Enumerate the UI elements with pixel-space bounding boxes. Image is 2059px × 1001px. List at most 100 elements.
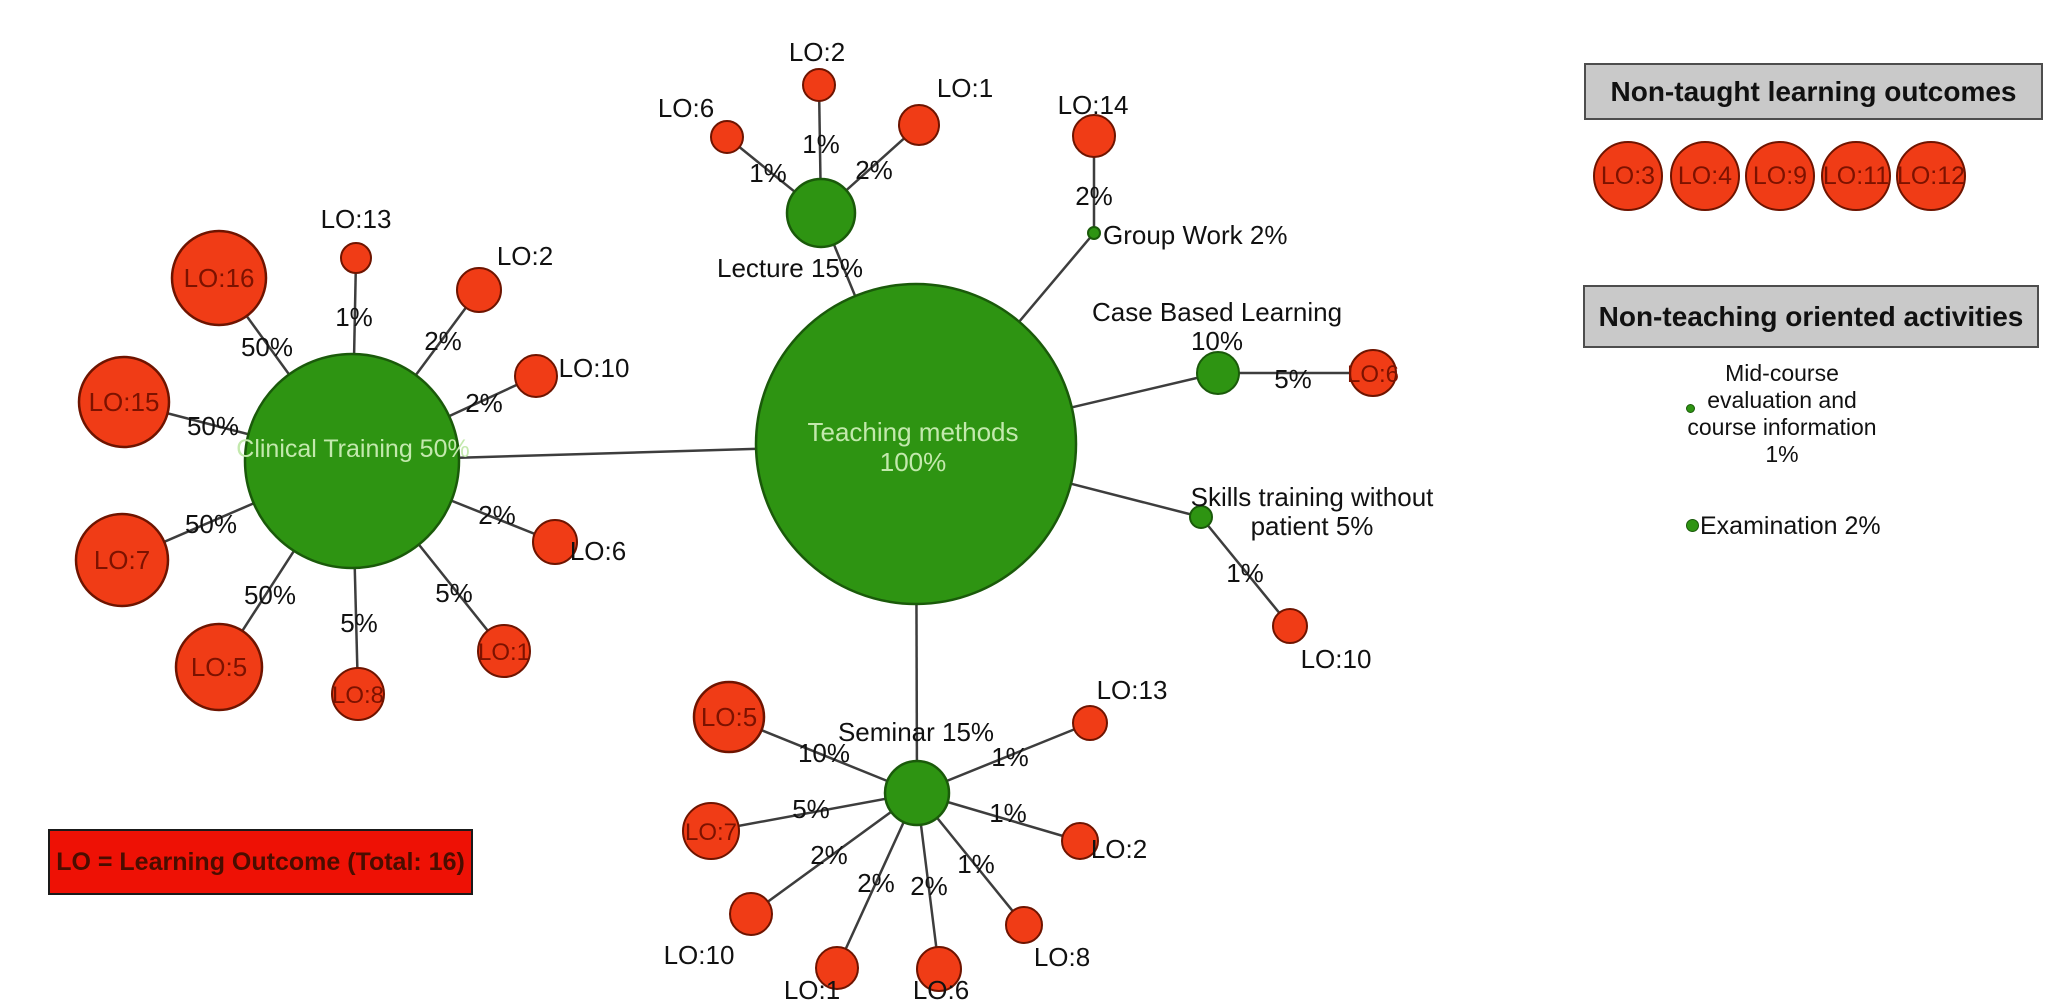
node-label-cbl: Case Based Learning bbox=[1092, 297, 1342, 327]
node-label-sem-lo8: LO:8 bbox=[1034, 942, 1090, 972]
non-taught-lo-chip: LO:9 bbox=[1745, 141, 1815, 211]
node-label-gw-lo14: LO:14 bbox=[1058, 90, 1129, 120]
node-label-seminar: Seminar 15% bbox=[838, 717, 994, 747]
node-sem-lo5 bbox=[692, 680, 766, 754]
node-label-ct-lo16: LO:16 bbox=[184, 263, 255, 293]
mid-course-dot-icon bbox=[1686, 404, 1695, 413]
node-label-groupwork: Group Work 2% bbox=[1103, 220, 1287, 250]
edge-label-seminar-sem-lo7: 5% bbox=[792, 794, 830, 824]
node-sk-lo10 bbox=[1272, 608, 1308, 644]
node-sem-lo6 bbox=[916, 946, 962, 992]
node-label-ct-lo1: LO:1 bbox=[478, 639, 530, 666]
node-label-sk-lo10: LO:10 bbox=[1301, 644, 1372, 674]
mid-course-line: 1% bbox=[1765, 441, 1799, 467]
node-sem-lo7 bbox=[682, 802, 740, 860]
node-groupwork bbox=[1087, 226, 1101, 240]
node-label-ct-lo6: LO:6 bbox=[570, 536, 626, 566]
node-ct-lo15 bbox=[77, 355, 171, 449]
node-label-cbl-lo6: LO:6 bbox=[1347, 361, 1399, 388]
node-label-lec-lo6: LO:6 bbox=[658, 93, 714, 123]
node-label-skills: Skills training without bbox=[1191, 482, 1435, 512]
edge-label-lecture-lec-lo1: 2% bbox=[855, 155, 893, 185]
node-label-sem-lo13: LO:13 bbox=[1097, 675, 1168, 705]
node-label-teaching: Teaching methods bbox=[807, 417, 1018, 447]
edge-label-clinical-ct-lo15: 50% bbox=[187, 411, 239, 441]
non-teaching-activities-header: Non-teaching oriented activities bbox=[1583, 285, 2039, 348]
node-lec-lo6 bbox=[710, 120, 744, 154]
node-label-sem-lo2: LO:2 bbox=[1091, 834, 1147, 864]
node-skills bbox=[1189, 505, 1213, 529]
node-cbl-lo6 bbox=[1349, 349, 1397, 397]
node-label-lecture: Lecture 15% bbox=[717, 253, 863, 283]
legend-box: LO = Learning Outcome (Total: 16) bbox=[48, 829, 473, 895]
node-label-sem-lo1: LO:1 bbox=[784, 975, 840, 1001]
node-ct-lo1 bbox=[477, 624, 531, 678]
edge-label-seminar-sem-lo1: 2% bbox=[857, 868, 895, 898]
node-label-sem-lo7: LO:7 bbox=[685, 819, 737, 846]
mid-course-line: course information bbox=[1687, 414, 1877, 440]
edge-seminar-sem-lo7 bbox=[710, 791, 918, 833]
node-cbl bbox=[1196, 351, 1240, 395]
edge-label-seminar-sem-lo13: 1% bbox=[991, 742, 1029, 772]
edge-label-clinical-ct-lo16: 50% bbox=[241, 332, 293, 362]
node-label-ct-lo7: LO:7 bbox=[94, 545, 150, 575]
node-label-ct-lo13: LO:13 bbox=[321, 204, 392, 234]
node-sem-lo8 bbox=[1005, 906, 1043, 944]
node-ct-lo7 bbox=[74, 512, 170, 608]
node-seminar bbox=[883, 759, 951, 827]
node-label-lec-lo1: LO:1 bbox=[937, 73, 993, 103]
node-sem-lo1 bbox=[815, 946, 859, 990]
node-ct-lo2 bbox=[456, 267, 502, 313]
edge-label-groupwork-gw-lo14: 2% bbox=[1075, 181, 1113, 211]
mid-course-line: Mid-course bbox=[1725, 360, 1839, 386]
examination-dot-icon bbox=[1686, 519, 1699, 532]
node-ct-lo5 bbox=[174, 622, 264, 712]
non-taught-lo-chip: LO:3 bbox=[1593, 141, 1663, 211]
edge-label-lecture-lec-lo6: 1% bbox=[749, 158, 787, 188]
node-lec-lo1 bbox=[898, 104, 940, 146]
edge-seminar-sem-lo10 bbox=[750, 791, 918, 916]
edge-skills-sk-lo10 bbox=[1200, 516, 1291, 627]
node-label-ct-lo15: LO:15 bbox=[89, 387, 160, 417]
edge-label-cbl-cbl-lo6: 5% bbox=[1274, 364, 1312, 394]
edge-label-clinical-ct-lo5: 50% bbox=[244, 580, 296, 610]
node-label-lec-lo2: LO:2 bbox=[789, 37, 845, 67]
edge-label-clinical-ct-lo8: 5% bbox=[340, 608, 378, 638]
edge-label-seminar-sem-lo8: 1% bbox=[957, 849, 995, 879]
node-label-cbl: 10% bbox=[1191, 326, 1243, 356]
node-label-clinical: Clinical Training 50% bbox=[236, 435, 469, 463]
non-taught-lo-chip: LO:11 bbox=[1821, 141, 1891, 211]
node-label-ct-lo8: LO:8 bbox=[332, 682, 384, 709]
node-clinical bbox=[243, 352, 461, 570]
edge-label-lecture-lec-lo2: 1% bbox=[802, 129, 840, 159]
node-label-ct-lo2: LO:2 bbox=[497, 241, 553, 271]
node-sem-lo2 bbox=[1061, 822, 1099, 860]
edge-label-clinical-ct-lo7: 50% bbox=[185, 509, 237, 539]
node-lecture bbox=[785, 177, 857, 249]
non-taught-outcomes-header: Non-taught learning outcomes bbox=[1584, 63, 2043, 120]
edge-label-seminar-sem-lo2: 1% bbox=[989, 798, 1027, 828]
edge-label-clinical-ct-lo2: 2% bbox=[424, 326, 462, 356]
mid-course-line: evaluation and bbox=[1707, 387, 1857, 413]
edge-label-clinical-ct-lo10: 2% bbox=[465, 388, 503, 418]
node-label-skills: patient 5% bbox=[1251, 511, 1374, 541]
node-label-sem-lo6: LO:6 bbox=[913, 975, 969, 1001]
mid-course-evaluation-label: Mid-course evaluation and course informati… bbox=[1657, 360, 1907, 468]
non-taught-lo-chip: LO:4 bbox=[1670, 141, 1740, 211]
node-ct-lo6 bbox=[532, 519, 578, 565]
node-label-ct-lo10: LO:10 bbox=[559, 353, 630, 383]
edge-label-skills-sk-lo10: 1% bbox=[1226, 558, 1264, 588]
node-teaching bbox=[754, 282, 1078, 606]
edge-label-clinical-ct-lo13: 1% bbox=[335, 302, 373, 332]
edge-label-clinical-ct-lo1: 5% bbox=[435, 578, 473, 608]
node-lec-lo2 bbox=[802, 68, 836, 102]
node-ct-lo13 bbox=[340, 242, 372, 274]
node-gw-lo14 bbox=[1072, 114, 1116, 158]
node-sem-lo13 bbox=[1072, 705, 1108, 741]
node-ct-lo10 bbox=[514, 354, 558, 398]
edge-label-seminar-sem-lo10: 2% bbox=[810, 840, 848, 870]
node-sem-lo10 bbox=[729, 892, 773, 936]
examination-label: Examination 2% bbox=[1700, 512, 1881, 540]
node-ct-lo8 bbox=[331, 667, 385, 721]
